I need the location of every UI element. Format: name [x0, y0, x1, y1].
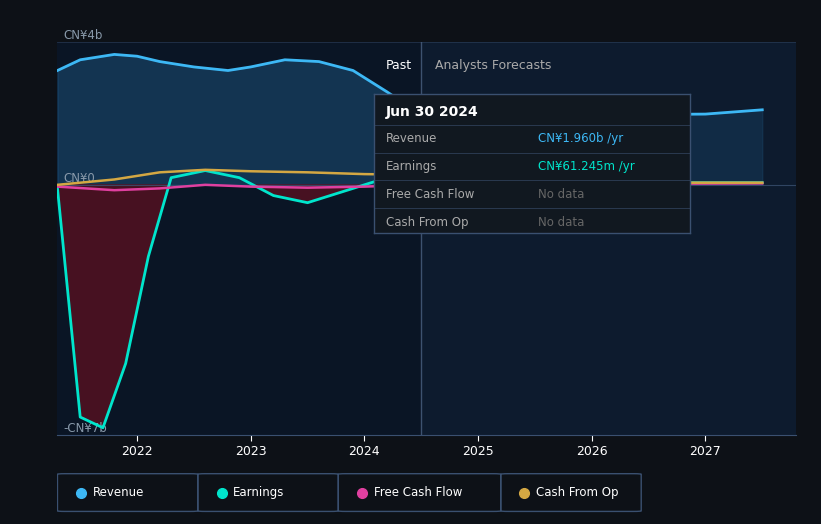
Text: Cash From Op: Cash From Op [536, 486, 619, 499]
Text: CN¥4b: CN¥4b [63, 29, 103, 42]
Text: -CN¥7b: -CN¥7b [63, 422, 107, 435]
Text: Earnings: Earnings [386, 160, 438, 173]
Text: Free Cash Flow: Free Cash Flow [374, 486, 462, 499]
Text: Revenue: Revenue [386, 132, 438, 145]
Text: Earnings: Earnings [233, 486, 285, 499]
Text: Free Cash Flow: Free Cash Flow [386, 188, 475, 201]
Text: CN¥61.245m /yr: CN¥61.245m /yr [538, 160, 635, 173]
Bar [421, 42, 796, 435]
Text: No data: No data [538, 215, 585, 228]
Text: CN¥0: CN¥0 [63, 172, 95, 185]
Bar [57, 42, 421, 435]
Text: Analysts Forecasts: Analysts Forecasts [435, 59, 551, 72]
Text: No data: No data [538, 188, 585, 201]
Text: Cash From Op: Cash From Op [386, 215, 469, 228]
Text: Revenue: Revenue [93, 486, 144, 499]
Text: Jun 30 2024: Jun 30 2024 [386, 105, 479, 119]
Text: CN¥1.960b /yr: CN¥1.960b /yr [538, 132, 623, 145]
Text: Past: Past [386, 59, 412, 72]
